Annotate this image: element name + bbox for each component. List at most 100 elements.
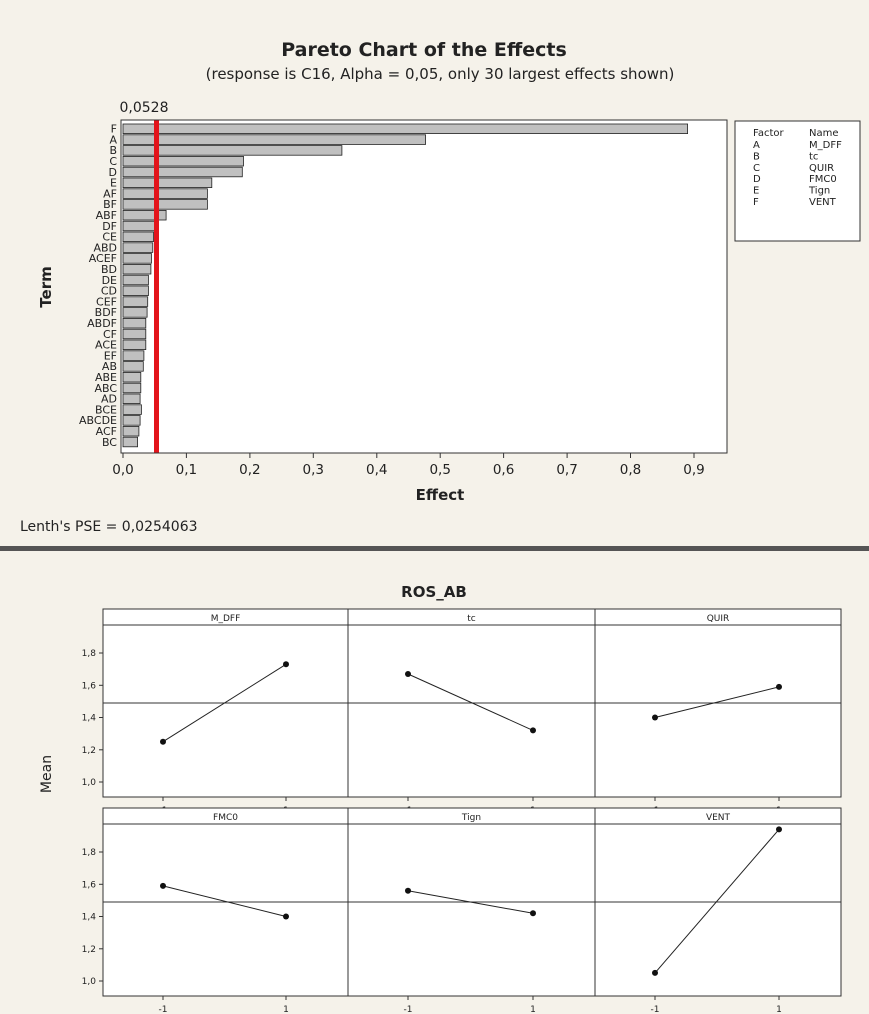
main-effects-panel: tc-11 [347, 608, 596, 816]
pareto-bar [122, 209, 167, 221]
main-effects-panel: FMC0 -1 1 1,0 1,2 1,4 1,6 1,8 [82, 807, 349, 1014]
pareto-bar [122, 134, 427, 145]
y-tick-label: 1,0 [82, 778, 97, 788]
legend-name: Tign [808, 186, 830, 197]
pareto-bar [122, 415, 141, 426]
term-label: ACEF [89, 252, 117, 265]
effect-point [405, 671, 411, 677]
pareto-bar [122, 123, 688, 135]
main-effects-panel: QUIR-11 [594, 608, 842, 816]
pareto-bar [122, 274, 149, 286]
pareto-bar [122, 231, 154, 243]
term-label: ACF [96, 425, 117, 438]
pareto-bar [122, 263, 152, 275]
term-label: BF [103, 198, 117, 211]
pareto-bar [122, 425, 140, 437]
legend-header-name: Name [809, 128, 839, 139]
legend-factor: B [753, 151, 760, 162]
panel-title: Tign [461, 813, 481, 823]
pareto-bar [122, 296, 149, 307]
x-tick-label: 0,3 [303, 462, 324, 478]
term-label: ABCDE [79, 414, 117, 427]
x-tick-label: 0,7 [556, 462, 577, 478]
effect-line [407, 673, 534, 731]
pareto-subtitle: (response is C16, Alpha = 0,05, only 30 … [206, 65, 675, 83]
term-label: CD [101, 285, 117, 298]
term-label: DF [102, 220, 117, 233]
x-tick-label: 0,5 [429, 462, 450, 478]
x-tick-label: 1 [776, 1005, 782, 1014]
y-tick-label: 1,6 [82, 880, 97, 890]
effect-point [776, 826, 782, 833]
pareto-bar [122, 188, 208, 199]
legend-factor: F [753, 197, 759, 208]
pareto-bar [122, 242, 154, 253]
effect-line [162, 663, 287, 743]
y-tick-label: 1,2 [82, 746, 96, 756]
legend-frame [734, 120, 861, 242]
pareto-bar [122, 155, 244, 167]
main-effects-title: ROS_AB [401, 583, 467, 601]
y-tick-label: 1,8 [82, 649, 97, 659]
effect-line [162, 885, 287, 917]
x-tick-label: -1 [651, 1005, 660, 1014]
panel-title: FMC0 [213, 813, 238, 823]
legend-rows: A M_DFF B tc C QUIR D FMC0 E Tign F VENT [753, 140, 842, 208]
term-label: ABC [94, 382, 117, 395]
panel-title: M_DFF [211, 614, 241, 624]
pareto-bar [122, 199, 208, 210]
y-tick-label: 1,4 [82, 714, 97, 724]
pareto-bar [122, 328, 147, 340]
pareto-bar [122, 307, 148, 318]
term-label: A [109, 133, 117, 146]
x-tick-label: 0,4 [366, 462, 387, 478]
panel-separator [0, 546, 869, 551]
effect-point [160, 738, 166, 745]
pareto-bars [122, 123, 688, 448]
pareto-x-ticks: 0,0 0,1 0,2 0,3 0,4 0,5 0,6 0,7 0,8 0,9 [112, 453, 705, 478]
x-tick-label: 0,8 [620, 462, 641, 478]
y-tick-label: 1,8 [82, 848, 97, 858]
effect-point [283, 913, 289, 920]
pareto-x-axis-label: Effect [416, 486, 465, 504]
term-label: E [110, 177, 117, 190]
term-label: CE [102, 231, 117, 244]
pareto-bar [122, 317, 147, 329]
reference-line-label: 0,0528 [120, 100, 169, 116]
effect-point [652, 969, 658, 976]
pareto-bar [122, 436, 139, 448]
term-label: ABDF [87, 317, 117, 330]
term-label: AD [101, 393, 117, 406]
term-label: ABF [96, 209, 117, 222]
x-tick-label: -1 [404, 1005, 413, 1014]
y-tick-label: 1,6 [82, 681, 97, 691]
effect-point [283, 661, 289, 668]
pareto-bar [122, 371, 142, 383]
reference-line [154, 120, 159, 453]
legend-name: tc [809, 151, 818, 162]
main-effects-panels: M_DFF -1 1 1,0 1,2 1,4 1,6 1,8 tc-11QUIR-11 FMC0 -… [82, 608, 842, 1014]
legend-name: QUIR [809, 163, 834, 174]
term-label: BDF [95, 306, 117, 319]
x-tick-label: 0,1 [176, 462, 197, 478]
effect-line [407, 890, 534, 914]
legend-factor: C [753, 163, 760, 174]
main-effects-panel: M_DFF-111,01,21,41,61,8 [82, 608, 349, 816]
main-effects-panel: Tign -1 1 [347, 807, 596, 1014]
legend-name: M_DFF [809, 140, 842, 151]
x-tick-label: 0,9 [683, 462, 704, 478]
term-label: DE [102, 274, 117, 287]
effect-line [654, 829, 780, 974]
main-effects-panel: VENT -1 1 [594, 807, 842, 1014]
x-tick-label: 0,6 [493, 462, 514, 478]
term-label: BCE [95, 403, 117, 416]
term-label: BD [101, 263, 117, 276]
term-label: ABE [95, 371, 117, 384]
x-tick-label: 1 [283, 1005, 289, 1014]
pareto-bar [122, 285, 149, 297]
pareto-bar [122, 361, 144, 372]
legend-factor: D [753, 174, 761, 185]
effect-point [530, 910, 536, 917]
term-label: ABD [93, 241, 117, 254]
